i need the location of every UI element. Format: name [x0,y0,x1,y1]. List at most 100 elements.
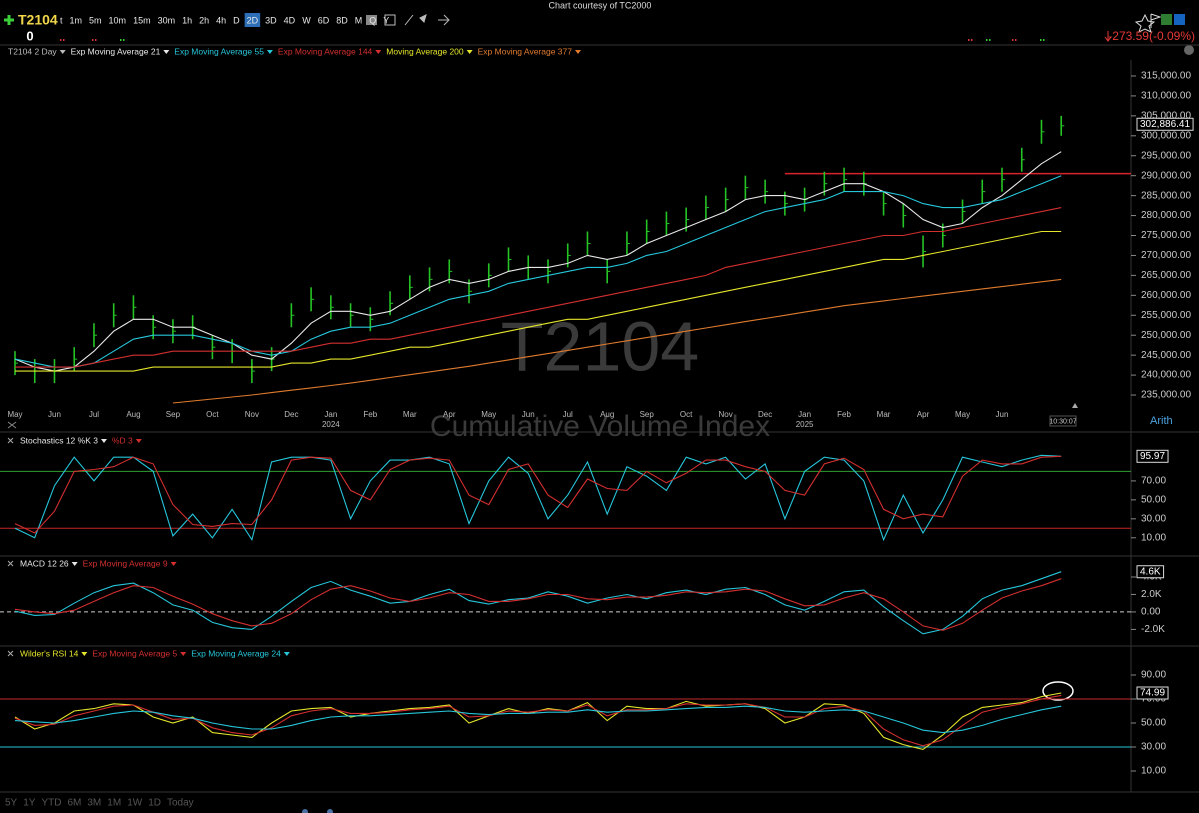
x-tick-label: Dec [284,410,298,419]
y-tick-label: 10.00 [1141,766,1166,777]
x-tick-label: Nov [245,410,259,419]
legend-entry[interactable]: Wilder's RSI 14 [20,648,79,658]
timeframe[interactable]: Y [383,15,389,25]
timeframe[interactable]: t [60,15,63,25]
legend-entry[interactable]: Exp Moving Average 5 [92,648,177,658]
add-icon[interactable] [4,15,14,25]
timeframe[interactable]: D [233,15,240,25]
last-value-box [1136,449,1169,463]
legend-entry[interactable]: Exp Moving Average 24 [191,648,281,658]
dropdown-arrow[interactable] [574,50,581,54]
legend-entry[interactable]: Stochastics 12 %K 3 [20,435,98,445]
y-tick-label: 30.00 [1141,742,1166,753]
dropdown-arrow[interactable] [59,50,66,54]
expand-icon[interactable] [7,421,17,429]
change: -273.59(-0.09%) [1108,29,1195,43]
dropdown-arrow[interactable] [135,439,142,443]
timeframe[interactable]: 6D [318,15,330,25]
range-button[interactable]: 1W [127,798,143,809]
timeframe[interactable]: 4D [284,15,296,25]
timeframe[interactable]: 1h [182,15,192,25]
scroll-arrow[interactable] [1072,403,1078,408]
y-tick-label: 310,000.00 [1141,91,1191,102]
indicator-watermark: Cumulative Volume Index [430,410,770,443]
range-button[interactable]: 3M [87,798,101,809]
x-tick-label: Jul [563,410,573,419]
last-value-label: 95.97 [1140,451,1165,462]
dropdown-arrow[interactable] [100,439,107,443]
dropdown-arrow[interactable] [71,562,78,566]
y-tick-label: 260,000.00 [1141,290,1191,301]
timeframe[interactable]: M [355,15,363,25]
range-button[interactable]: 1M [107,798,121,809]
y-tick-label: 235,000.00 [1141,390,1191,401]
range-button[interactable]: 1D [148,798,161,809]
x-tick-label: Aug [600,410,614,419]
series-line [14,454,1062,542]
timeframe[interactable]: 1m [70,15,83,25]
range-button[interactable]: Today [167,798,194,809]
timeframe[interactable]: 30m [158,15,176,25]
timeframe[interactable]: 15m [133,15,151,25]
y-tick-label: 290,000.00 [1141,170,1191,181]
dropdown-arrow[interactable] [170,562,177,566]
dropdown-arrow[interactable] [163,50,170,54]
range-button[interactable]: YTD [41,798,61,809]
range-button[interactable]: 6M [67,798,81,809]
dropdown-arrow[interactable] [375,50,382,54]
close-icon[interactable] [7,560,14,567]
y-tick-label: 50.00 [1141,495,1166,506]
legend-entry[interactable]: Exp Moving Average 377 [478,46,573,56]
range-button[interactable]: 1Y [23,798,36,809]
y-tick-label: 90.00 [1141,670,1166,681]
legend-entry[interactable]: Exp Moving Average 144 [278,46,373,56]
timeframe[interactable]: 4h [216,15,226,25]
last-value-label: 4.6K [1140,566,1161,577]
scale-mode[interactable]: Arith [1150,415,1173,427]
symbol[interactable]: T2104 [18,12,58,28]
timeframe[interactable]: 8D [336,15,348,25]
scroll-dots [302,809,333,813]
timeframe[interactable]: Q [369,15,376,25]
time-label: 10:30:07 [1049,418,1076,425]
dropdown-arrow[interactable] [266,50,273,54]
series-line [14,705,1062,734]
x-tick-label: Nov [719,410,733,419]
close-icon[interactable] [7,650,14,657]
x-tick-label: Mar [877,410,891,419]
timeframe[interactable]: 10m [109,15,127,25]
last-value-label: 74.99 [1140,688,1165,699]
dropdown-arrow[interactable] [466,50,473,54]
legend-entry[interactable]: MACD 12 26 [20,558,69,568]
x-tick-label: Jan [798,410,811,419]
legend-entry[interactable]: Exp Moving Average 21 [71,46,161,56]
toolbar-icons[interactable] [366,13,1194,55]
legend-entry[interactable]: %D 3 [112,435,133,445]
series-line [14,175,1062,368]
dropdown-arrow[interactable] [180,652,187,656]
close-icon[interactable] [7,437,14,444]
dropdown-arrow[interactable] [81,652,88,656]
change-value: -273.59 [1108,29,1149,43]
x-tick-label: Oct [206,410,219,419]
y-tick-label: 245,000.00 [1141,350,1191,361]
legend-entry[interactable]: Exp Moving Average 9 [83,558,168,568]
legend-entry[interactable]: Moving Average 200 [386,46,464,56]
x-tick-label: Jun [522,410,535,419]
range-button[interactable]: 5Y [5,798,18,809]
series-line [14,571,1062,635]
y-tick-label: 280,000.00 [1141,210,1191,221]
dropdown-arrow[interactable] [283,652,290,656]
dividers [0,44,1199,793]
legend-entry[interactable]: Exp Moving Average 55 [174,46,264,56]
timeframe[interactable]: 3D [265,15,277,25]
timeframe[interactable]: W [302,15,311,25]
legend-entry[interactable]: T2104 2 Day [8,46,57,56]
timeframe[interactable]: 2h [199,15,209,25]
timeframe[interactable]: 5m [89,15,102,25]
timeframe[interactable]: 2D [247,15,259,25]
watermark: T2104 [501,307,699,385]
x-tick-label: Oct [680,410,693,419]
